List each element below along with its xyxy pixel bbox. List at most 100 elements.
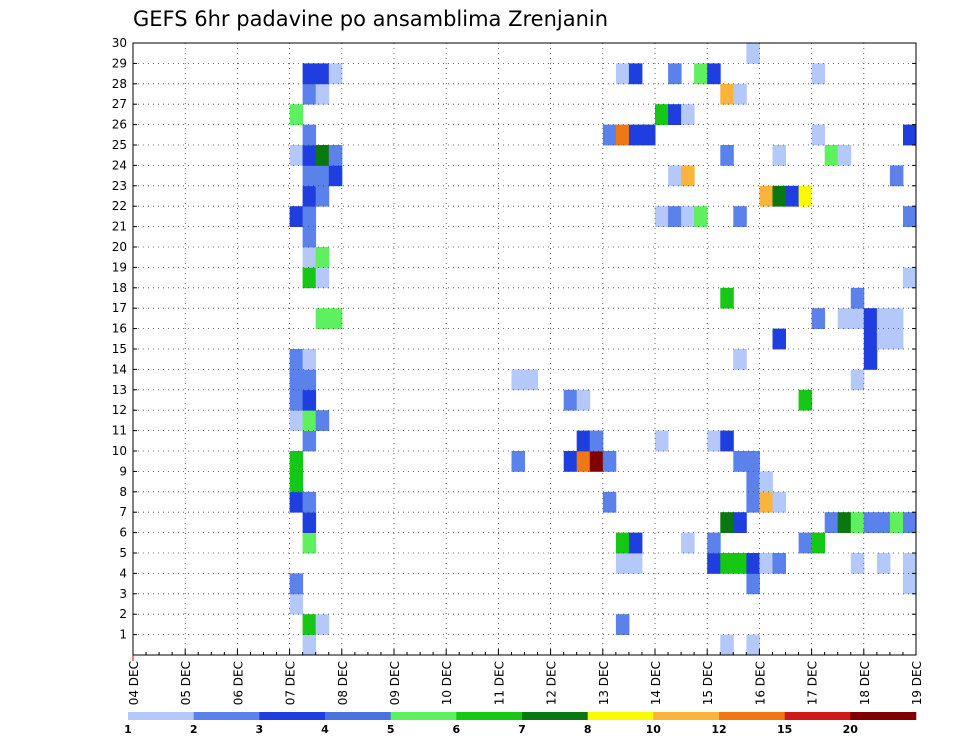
precip-cell: [642, 124, 656, 146]
precip-cell: [850, 308, 865, 329]
precip-cell: [903, 553, 917, 574]
precip-cell: [563, 389, 578, 411]
precip-cell: [302, 634, 317, 656]
precip-cell: [302, 185, 317, 207]
precip-cell: [863, 328, 878, 350]
y-tick-label: 17: [112, 301, 127, 315]
precip-cell: [850, 512, 865, 533]
precip-cell: [302, 247, 317, 268]
y-tick-label: 2: [119, 607, 127, 621]
precip-cell: [720, 634, 734, 656]
y-tick-label: 23: [112, 179, 127, 193]
y-tick-label: 11: [112, 424, 127, 438]
x-tick-label: 06 DEC: [231, 661, 245, 705]
precip-cell: [602, 491, 617, 513]
y-tick-label: 3: [119, 587, 127, 601]
precip-cell: [772, 185, 786, 207]
precip-cell: [289, 491, 304, 513]
precip-cell: [289, 410, 304, 431]
precip-cell: [811, 532, 826, 554]
precip-cell: [850, 287, 865, 309]
precip-cell: [289, 349, 304, 370]
y-tick-label: 25: [112, 138, 127, 152]
precip-cell: [628, 553, 643, 574]
legend-swatch: [522, 712, 588, 720]
color-legend: 1 2 3 4 5 6 7 8 10 12 15 20: [124, 712, 917, 736]
precip-cell: [759, 553, 773, 574]
precip-cell: [615, 553, 630, 574]
precip-cell: [733, 349, 747, 370]
precip-cell: [602, 451, 617, 472]
precip-cell: [289, 389, 304, 411]
precip-cell: [302, 145, 317, 166]
y-tick-label: 13: [112, 383, 127, 397]
precip-cell: [615, 532, 630, 554]
precip-cell: [589, 430, 604, 452]
precip-cell: [315, 63, 330, 85]
precip-cell: [602, 124, 617, 146]
y-tick-label: 6: [119, 526, 127, 540]
legend-swatch: [587, 712, 654, 720]
legend-swatch: [390, 712, 457, 720]
y-tick-label: 8: [119, 485, 127, 499]
precip-cell: [328, 165, 343, 187]
precip-cell: [707, 532, 721, 554]
precip-cell: [759, 491, 773, 513]
precip-cell: [889, 512, 904, 533]
precip-cell: [668, 63, 682, 85]
precip-cell: [315, 247, 330, 268]
precip-cell: [615, 614, 630, 635]
y-tick-label: 1: [119, 628, 127, 642]
precip-cell: [798, 185, 813, 207]
precip-cell: [315, 145, 330, 166]
precip-cell: [576, 430, 591, 452]
x-tick-label: 16 DEC: [753, 661, 767, 705]
precip-cell: [563, 451, 578, 472]
x-tick-label: 17 DEC: [806, 661, 820, 705]
legend-swatch: [456, 712, 523, 720]
precip-cell: [720, 287, 734, 309]
y-tick-label: 29: [112, 56, 127, 70]
precip-cell: [720, 430, 734, 452]
x-tick-label: 04 DEC: [127, 661, 141, 705]
y-tick-label: 5: [119, 546, 127, 560]
legend-label: 12: [711, 723, 726, 736]
precip-cell: [655, 104, 669, 125]
precip-cell: [315, 308, 330, 329]
x-axis: 04 DEC 05 DEC 06 DEC 07 DEC 08 DEC 09 DEC 10 D…: [127, 649, 924, 705]
precip-cell: [589, 451, 604, 472]
y-tick-label: 7: [119, 505, 127, 519]
legend-swatch: [325, 712, 391, 720]
chart-title: GEFS 6hr padavine po ansamblima Zrenjani…: [133, 7, 608, 31]
precip-cell: [903, 267, 917, 289]
y-tick-label: 30: [112, 36, 127, 50]
precip-cell: [524, 369, 538, 391]
y-tick-label: 16: [112, 322, 127, 336]
precip-cell: [746, 553, 760, 574]
precip-cell: [785, 185, 799, 207]
precip-cell: [302, 124, 317, 146]
precip-cell: [302, 267, 317, 289]
precip-cell: [863, 308, 878, 329]
precip-cell: [655, 206, 669, 227]
precip-cell: [302, 491, 317, 513]
precip-cell: [707, 430, 721, 452]
y-tick-label: 22: [112, 199, 127, 213]
legend-swatch: [850, 712, 917, 720]
precip-cell: [315, 165, 330, 187]
legend-label: 7: [518, 723, 526, 736]
legend-swatch: [193, 712, 260, 720]
precip-cell: [746, 43, 760, 64]
precip-cell: [876, 308, 891, 329]
precip-cell: [681, 206, 695, 227]
precip-cell: [733, 83, 747, 105]
x-tick-label: 12 DEC: [545, 661, 559, 705]
precip-cell: [733, 512, 747, 533]
precip-cell: [328, 145, 343, 166]
precip-cell: [576, 451, 591, 472]
precip-cell: [576, 389, 591, 411]
y-tick-label: 14: [112, 362, 127, 376]
grid-lines: [133, 42, 916, 655]
precip-cell: [302, 63, 317, 85]
